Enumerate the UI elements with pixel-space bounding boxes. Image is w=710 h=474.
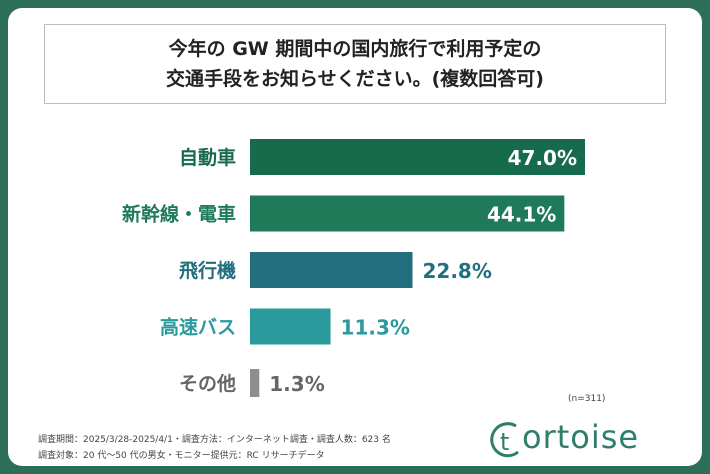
category-label-4: その他 <box>179 372 236 395</box>
survey-period-note: 調査期間：2025/3/28-2025/4/1・調査方法：インターネット調査・調… <box>38 435 391 445</box>
category-label-0: 自動車 <box>179 146 236 169</box>
chart-frame: 今年の GW 期間中の国内旅行で利用予定の 交通手段をお知らせください。(複数回… <box>8 8 702 466</box>
value-label-0: 47.0% <box>508 146 577 170</box>
bar-0 <box>250 139 585 175</box>
chart-title-box: 今年の GW 期間中の国内旅行で利用予定の 交通手段をお知らせください。(複数回… <box>44 24 666 104</box>
chart-title-line-2: 交通手段をお知らせください。(複数回答可) <box>166 68 544 90</box>
logo-letter: t <box>500 428 509 456</box>
value-label-2: 22.8% <box>423 259 492 283</box>
tortoise-logo-mark: t <box>490 422 519 458</box>
bar-4 <box>250 369 260 397</box>
value-label-4: 1.3% <box>269 372 324 396</box>
logo-text: ortoise <box>522 418 640 456</box>
tortoise-logo: t ortoise <box>488 418 688 462</box>
value-label-3: 11.3% <box>341 316 410 340</box>
category-label-2: 飛行機 <box>179 259 236 282</box>
sample-size-note: (n=311) <box>568 394 606 404</box>
bar-1 <box>250 195 565 232</box>
survey-target-note: 調査対象：20 代～50 代の男女・モニター提供元：RC リサーチデータ <box>38 451 325 461</box>
value-label-1: 44.1% <box>487 203 556 227</box>
bar-3 <box>250 308 331 345</box>
bar-2 <box>250 252 413 288</box>
category-label-1: 新幹線・電車 <box>122 203 236 226</box>
bar-chart: 自動車 47.0% 新幹線・電車 44.1% 飛行機 22.8% 高速バス 11.3% その他 1… <box>122 139 585 397</box>
category-label-3: 高速バス <box>160 316 236 339</box>
chart-title-line-1: 今年の GW 期間中の国内旅行で利用予定の <box>168 38 542 60</box>
